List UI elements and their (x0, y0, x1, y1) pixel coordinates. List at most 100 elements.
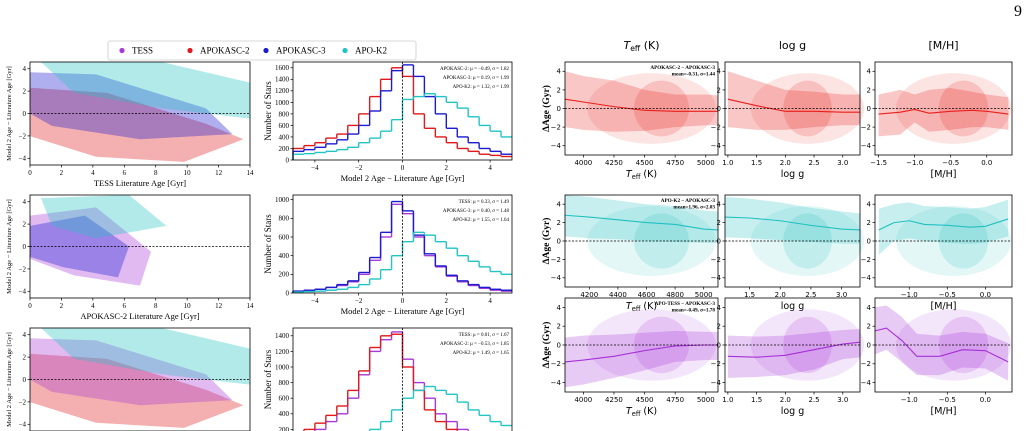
panel: TESS: μ = 0.33, σ = 1.49 APOKASC-3: μ = 0… (275, 194, 513, 305)
y-tick-label: 4 (867, 304, 872, 312)
row-label: ΔAge (Gyr) (541, 85, 552, 132)
panel: −4 −2 0 2 4 1.0 1.5 2.0 2.5 3.0 (711, 297, 865, 404)
row-annotation: APO-K2 − APOKASC-3 (661, 198, 716, 204)
x-axis-label-rest: (K) (640, 169, 657, 180)
x-tick-label: 8 (154, 302, 158, 310)
x-tick-label: −4 (311, 297, 319, 305)
panel: −4 −2 0 2 4 4000 4250 4500 4750 5000 (551, 297, 719, 404)
x-tick-label: 0 (28, 302, 32, 310)
panel: −4 −2 0 2 4 −1.0 −0.5 0.0 (861, 194, 1013, 299)
y-tick-label: 0 (867, 341, 871, 349)
x-tick-label: 5000 (695, 291, 713, 299)
x-tick-label: 3.0 (837, 396, 848, 404)
y-tick-label: 2 (557, 219, 561, 227)
x-tick-label: 2.0 (780, 396, 791, 404)
panel: TESS: μ = 0.01, σ = 1.67 APOKASC-2: μ = −… (275, 327, 513, 431)
median-line (874, 327, 1009, 363)
point-cloud (587, 309, 716, 381)
page-number: 9 (1014, 3, 1022, 20)
x-axis-label: Teff (K) (626, 169, 657, 181)
panel: −4 −2 0 2 4 0 2 4 6 8 10 12 14 (19, 194, 254, 310)
y-tick-label: 0 (557, 105, 561, 113)
x-tick-label: 4600 (638, 291, 656, 299)
y-tick-label: −4 (551, 379, 562, 387)
panel: −4 −2 0 2 4 4000 4250 4500 4750 5000 (551, 61, 719, 167)
y-tick-label: 1400 (275, 76, 290, 84)
legend-marker (119, 47, 125, 54)
x-tick-label: −1.0 (906, 159, 923, 167)
legend-label: APO-K2 (355, 46, 387, 56)
point-cloud (41, 328, 250, 385)
x-tick-label: 4750 (666, 396, 684, 404)
panel: −4 −2 0 2 4 1.0 1.5 2.0 2.5 3.0 (711, 61, 865, 167)
point-cloud (41, 195, 167, 239)
x-tick-label: 0.0 (980, 396, 991, 404)
x-tick-label: 2.5 (805, 291, 816, 299)
x-tick-label: 2.0 (775, 291, 786, 299)
x-tick-label: 4 (91, 302, 95, 310)
y-tick-label: 4 (23, 198, 27, 206)
y-tick-label: 4 (557, 201, 562, 209)
point-cloud (30, 338, 233, 406)
x-tick-label: −0.5 (939, 396, 956, 404)
x-tick-label: 2.5 (808, 159, 819, 167)
y-tick-label: 400 (279, 133, 290, 141)
point-cloud (30, 72, 233, 140)
percentile-band (565, 195, 718, 243)
y-tick-label: −2 (19, 132, 27, 140)
x-tick-label: 14 (247, 169, 255, 177)
x-tick-label: 6 (123, 302, 127, 310)
x-tick-label: 2 (60, 169, 64, 177)
y-tick-label: 4 (717, 68, 722, 76)
x-axis-label: log g (781, 406, 805, 417)
x-tick-label: 2.0 (780, 159, 791, 167)
x-tick-label: 4800 (666, 291, 684, 299)
axes-frame (292, 327, 513, 431)
y-tick-label: 1000 (275, 363, 290, 371)
row-label: ΔAge (Gyr) (541, 322, 552, 369)
y-tick-label: 2 (23, 221, 27, 229)
y-tick-label: −2 (861, 256, 871, 264)
y-tick-label: 2 (717, 219, 721, 227)
y-tick-label: 4 (867, 68, 872, 76)
x-axis-label-main: T (626, 406, 633, 417)
row-annotation: mean=-0.31, σ=1.44 (672, 72, 716, 78)
point-cloud (30, 87, 244, 162)
y-tick-label: 2 (867, 86, 871, 94)
column-title: Teff (K) (623, 39, 659, 53)
median-line (727, 98, 860, 113)
x-tick-label: 4000 (574, 396, 592, 404)
panel: −4 −2 0 2 4 4200 4400 4600 4800 5000 (551, 194, 719, 299)
y-tick-label: 4 (557, 68, 562, 76)
x-tick-label: 4000 (574, 159, 592, 167)
x-tick-label: 10 (184, 169, 192, 177)
column-title-sub: eff (630, 44, 641, 53)
x-tick-label: 1.5 (751, 159, 762, 167)
y-tick-label: −4 (861, 142, 872, 150)
y-tick-label: 400 (279, 410, 290, 418)
x-tick-label: −2 (355, 297, 363, 305)
y-tick-label: −2 (551, 360, 561, 368)
x-axis-label: [M/H] (931, 301, 957, 312)
y-tick-label: 2 (867, 323, 871, 331)
y-tick-label: 2 (23, 88, 27, 96)
panel: −4 −2 0 2 4 0 2 4 6 8 10 12 14 (19, 61, 255, 177)
y-tick-label: 0 (557, 341, 561, 349)
median-line (727, 341, 861, 358)
stat-annotation: TESS: μ = 0.33, σ = 1.49 (459, 200, 510, 205)
x-tick-label: 12 (215, 169, 223, 177)
x-tick-label: 3.0 (836, 291, 847, 299)
stat-annotation: APOKASC-3: μ = 0.19, σ = 1.99 (443, 76, 510, 81)
row-annotation: mean=1.96, σ=2.03 (673, 205, 715, 211)
x-axis-label: [M/H] (931, 169, 957, 180)
x-tick-label: 1.5 (744, 291, 755, 299)
y-tick-label: −4 (861, 379, 872, 387)
y-tick-label: 800 (279, 110, 290, 118)
legend-label: APOKASC-3 (276, 46, 326, 56)
y-tick-label: 2 (23, 354, 27, 362)
y-tick-label: 1600 (275, 64, 290, 72)
y-tick-label: 4 (23, 331, 27, 339)
y-tick-label: 4 (717, 201, 722, 209)
row-annotation: APO-TESS − APOKASC-3 (655, 301, 716, 307)
